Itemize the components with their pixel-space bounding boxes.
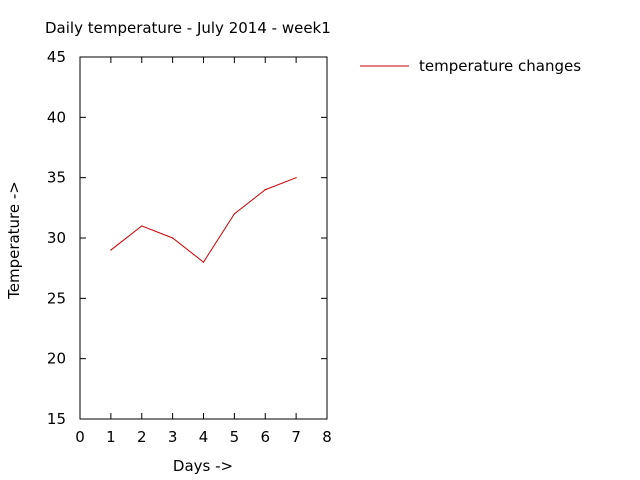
legend-label: temperature changes: [419, 57, 581, 75]
y-tick-label: 25: [47, 289, 66, 307]
x-tick-label: 7: [291, 428, 301, 446]
y-axis-label: Temperature ->: [5, 181, 23, 300]
y-tick-label: 15: [47, 410, 66, 428]
y-tick-label: 45: [47, 48, 66, 66]
x-tick-label: 1: [106, 428, 116, 446]
x-tick-label: 4: [199, 428, 209, 446]
chart-title: Daily temperature - July 2014 - week1: [45, 19, 331, 37]
x-tick-label: 2: [137, 428, 147, 446]
series-line: [110, 177, 297, 263]
x-tick-label: 0: [75, 428, 85, 446]
y-tick-label: 20: [47, 350, 66, 368]
y-tick-label: 40: [47, 108, 66, 126]
data-point: [141, 225, 143, 227]
data-point: [202, 261, 205, 263]
data-point: [172, 237, 174, 239]
y-tick-label: 30: [47, 229, 66, 247]
series-group: [110, 177, 297, 263]
legend: temperature changes: [360, 57, 581, 75]
y-axis: 15 20 25 30 35 40 45: [47, 48, 327, 428]
x-axis-label: Days ->: [173, 457, 233, 475]
data-point: [233, 213, 235, 215]
x-tick-label: 3: [168, 428, 178, 446]
y-tick-label: 35: [47, 169, 66, 187]
data-point: [110, 249, 112, 251]
x-tick-label: 8: [322, 428, 332, 446]
x-tick-label: 6: [260, 428, 270, 446]
plot-frame: [79, 56, 328, 420]
data-point: [295, 177, 297, 179]
x-axis: 0 1 2 3 4 5 6 7 8: [75, 57, 332, 446]
data-point: [264, 189, 266, 191]
x-tick-label: 5: [230, 428, 240, 446]
